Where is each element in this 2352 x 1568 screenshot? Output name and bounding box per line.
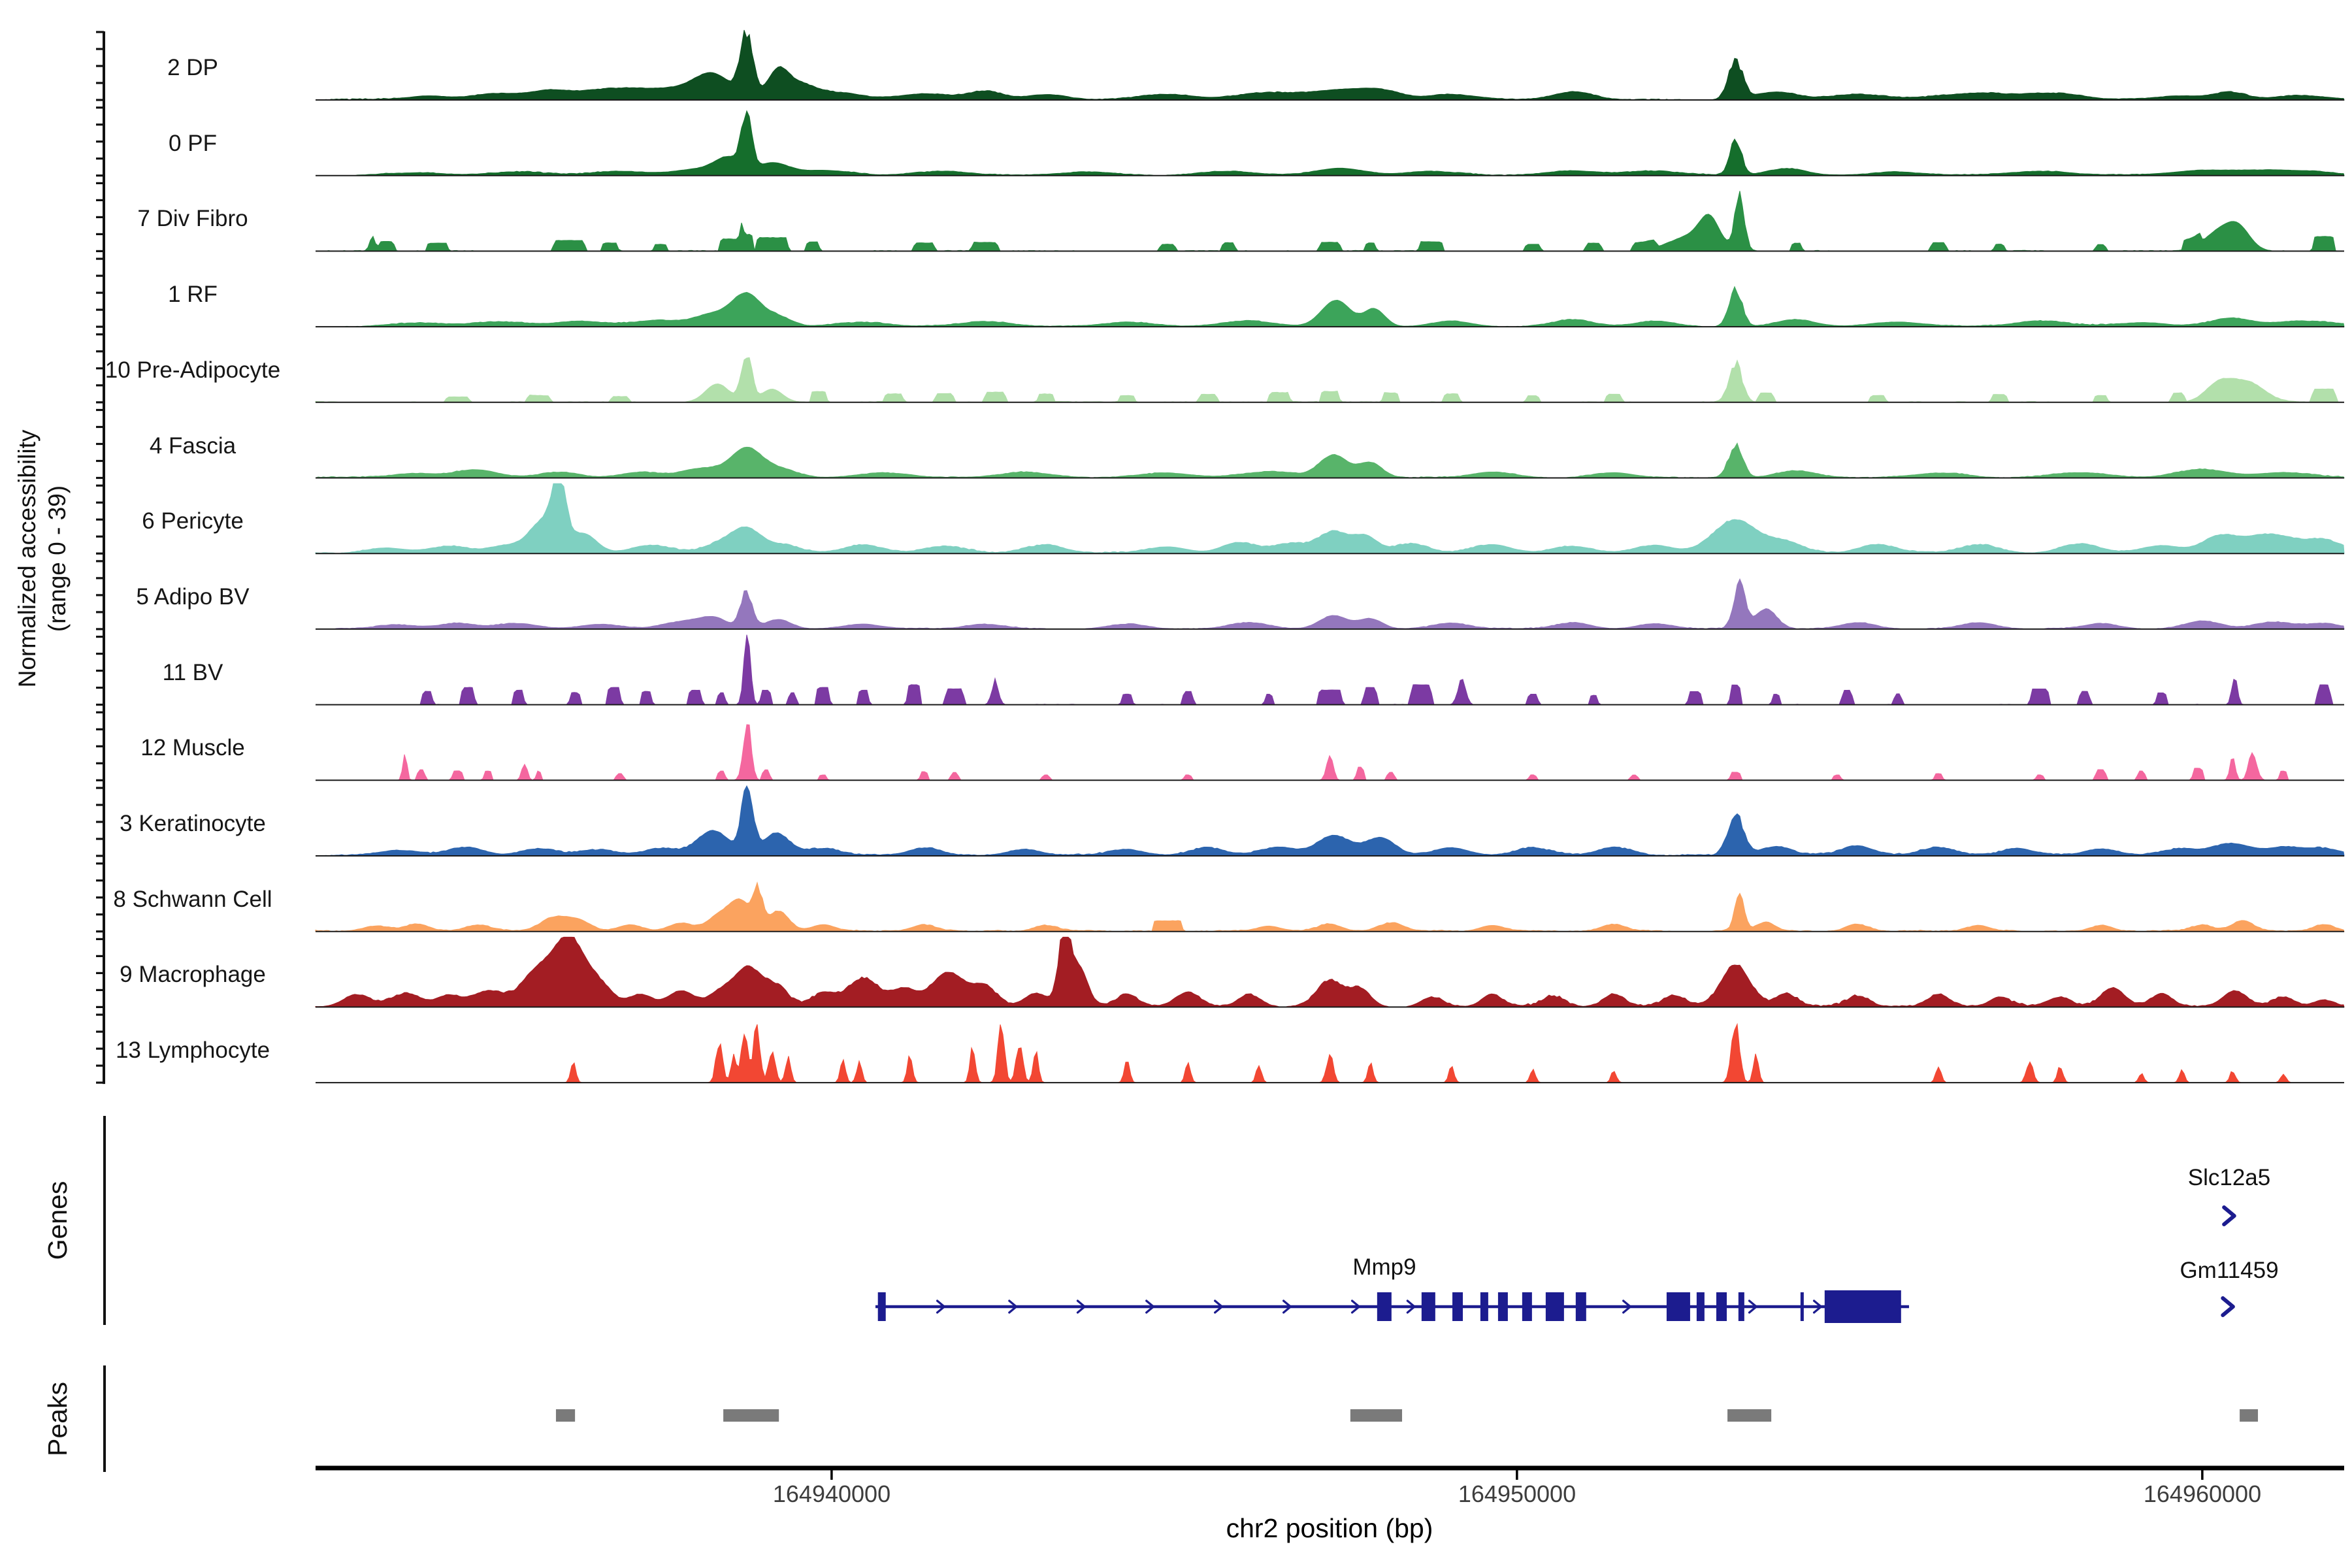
gene-label-mmp9: Mmp9: [1352, 1254, 1416, 1280]
signal-area-11-bv: [316, 634, 2344, 706]
track-label-8-schwann-cell: 8 Schwann Cell: [113, 886, 272, 912]
track-label-4-fascia: 4 Fascia: [149, 433, 237, 459]
x-tick-label-164960000: 164960000: [2143, 1480, 2262, 1507]
signal-area-8-schwann-cell: [315, 881, 2345, 932]
exon-mmp9: [1800, 1292, 1804, 1321]
y-axis-title: Normalized accessibility (range 0 - 39): [12, 265, 84, 853]
track-label-2-dp: 2 DP: [167, 55, 218, 80]
track-label-9-macrophage: 9 Macrophage: [120, 962, 266, 988]
exon-mmp9: [1421, 1292, 1435, 1321]
exon-mmp9: [1696, 1292, 1705, 1321]
track-label-0-pf: 0 PF: [169, 130, 217, 156]
signal-area-7-div-fibro: [316, 191, 2344, 252]
signal-area-3-keratinocyte: [316, 785, 2345, 857]
exon-mmp9: [1452, 1292, 1463, 1321]
gene-label-gm11459: Gm11459: [2180, 1258, 2279, 1283]
signal-area-6-pericyte: [315, 483, 2345, 554]
exon-mmp9: [1545, 1292, 1564, 1321]
signal-area-0-pf: [316, 110, 2345, 176]
exon-mmp9: [877, 1292, 886, 1321]
exon-mmp9: [1480, 1292, 1488, 1321]
y-axis-title-line2: (range 0 - 39): [44, 485, 71, 632]
signal-area-5-adipo-bv: [316, 578, 2345, 630]
peak-box-4: [1727, 1409, 1772, 1422]
track-label-11-bv: 11 BV: [162, 659, 223, 685]
signal-area-12-muscle: [316, 724, 2344, 781]
exon-mmp9: [1716, 1292, 1727, 1321]
genes-section-label: Genes: [42, 1181, 73, 1260]
track-label-10-pre-adipocyte: 10 Pre-Adipocyte: [105, 357, 281, 383]
signal-area-13-lymphocyte: [316, 1022, 2344, 1083]
exon-mmp9: [1497, 1292, 1508, 1321]
y-axis-title-line1: Normalized accessibility: [14, 429, 41, 688]
signal-area-10-pre-adipocyte: [315, 357, 2344, 403]
peak-box-2: [723, 1409, 779, 1422]
signal-area-2-dp: [316, 29, 2345, 101]
exon-mmp9: [1575, 1292, 1586, 1321]
track-label-6-pericyte: 6 Pericyte: [142, 508, 244, 534]
track-label-3-keratinocyte: 3 Keratinocyte: [120, 811, 266, 836]
track-label-13-lymphocyte: 13 Lymphocyte: [115, 1037, 270, 1064]
peak-box-3: [1350, 1409, 1403, 1422]
peak-box-1: [555, 1409, 576, 1422]
track-label-1-rf: 1 RF: [168, 282, 218, 308]
signal-area-9-macrophage: [315, 936, 2345, 1007]
signal-area-1-rf: [316, 286, 2345, 327]
track-label-7-div-fibro: 7 Div Fibro: [137, 206, 248, 232]
peak-box-5: [2240, 1409, 2259, 1422]
exon-mmp9: [1522, 1292, 1532, 1321]
exon-mmp9: [1377, 1292, 1392, 1321]
exon-mmp9: [1738, 1292, 1744, 1321]
track-label-12-muscle: 12 Muscle: [140, 735, 245, 761]
x-axis-title: chr2 position (bp): [1226, 1513, 1433, 1543]
x-tick-label-164950000: 164950000: [1458, 1480, 1576, 1507]
utr-block-mmp9: [1824, 1290, 1901, 1323]
x-tick-label-164940000: 164940000: [772, 1480, 891, 1507]
peaks-section-label: Peaks: [42, 1382, 73, 1456]
gene-label-slc12a5: Slc12a5: [2187, 1165, 2271, 1190]
track-label-5-adipo-bv: 5 Adipo BV: [136, 583, 250, 610]
exon-mmp9: [1666, 1292, 1690, 1321]
signal-area-4-fascia: [315, 442, 2345, 479]
